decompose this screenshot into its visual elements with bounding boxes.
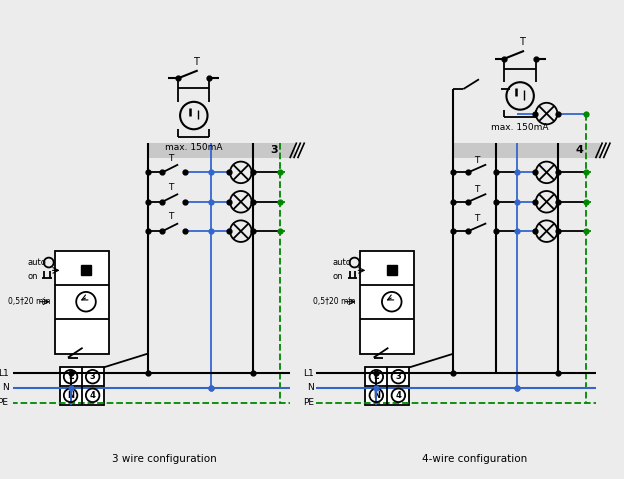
- Text: T: T: [168, 212, 173, 221]
- Bar: [81, 265, 91, 275]
- Text: T: T: [474, 156, 480, 164]
- Text: 0,5†20 min: 0,5†20 min: [313, 297, 356, 306]
- Text: 3: 3: [396, 372, 401, 381]
- Text: N: N: [308, 384, 314, 392]
- Text: max. 150mA: max. 150mA: [491, 124, 549, 132]
- Text: N: N: [2, 384, 9, 392]
- Bar: [454, 143, 600, 158]
- Text: auto: auto: [27, 258, 46, 267]
- Text: T: T: [474, 185, 480, 194]
- Bar: [361, 251, 414, 354]
- Text: N: N: [67, 391, 74, 400]
- Text: on: on: [27, 272, 37, 281]
- Bar: [55, 251, 109, 354]
- Bar: [365, 367, 409, 405]
- Text: T: T: [168, 183, 173, 192]
- Text: L1: L1: [304, 369, 314, 378]
- Text: PE: PE: [303, 398, 314, 407]
- Text: T: T: [168, 154, 173, 162]
- Text: auto: auto: [333, 258, 352, 267]
- Text: max. 150mA: max. 150mA: [165, 143, 223, 152]
- Text: on: on: [333, 272, 343, 281]
- Text: PE: PE: [0, 398, 9, 407]
- Text: T: T: [474, 214, 480, 223]
- Text: N: N: [373, 391, 380, 400]
- Text: T: T: [519, 37, 525, 47]
- Text: 0,5†20 min: 0,5†20 min: [7, 297, 50, 306]
- Text: L: L: [68, 372, 73, 381]
- Bar: [387, 265, 397, 275]
- Text: L1: L1: [0, 369, 9, 378]
- Text: 4: 4: [576, 145, 584, 155]
- Bar: [59, 367, 104, 405]
- Text: L: L: [374, 372, 379, 381]
- Bar: [148, 143, 295, 158]
- Text: 4: 4: [90, 391, 95, 400]
- Text: 4: 4: [396, 391, 401, 400]
- Text: 4-wire configuration: 4-wire configuration: [422, 455, 528, 465]
- Text: 3: 3: [270, 145, 278, 155]
- Text: 3 wire configuration: 3 wire configuration: [112, 455, 217, 465]
- Text: 3: 3: [90, 372, 95, 381]
- Text: T: T: [193, 57, 198, 67]
